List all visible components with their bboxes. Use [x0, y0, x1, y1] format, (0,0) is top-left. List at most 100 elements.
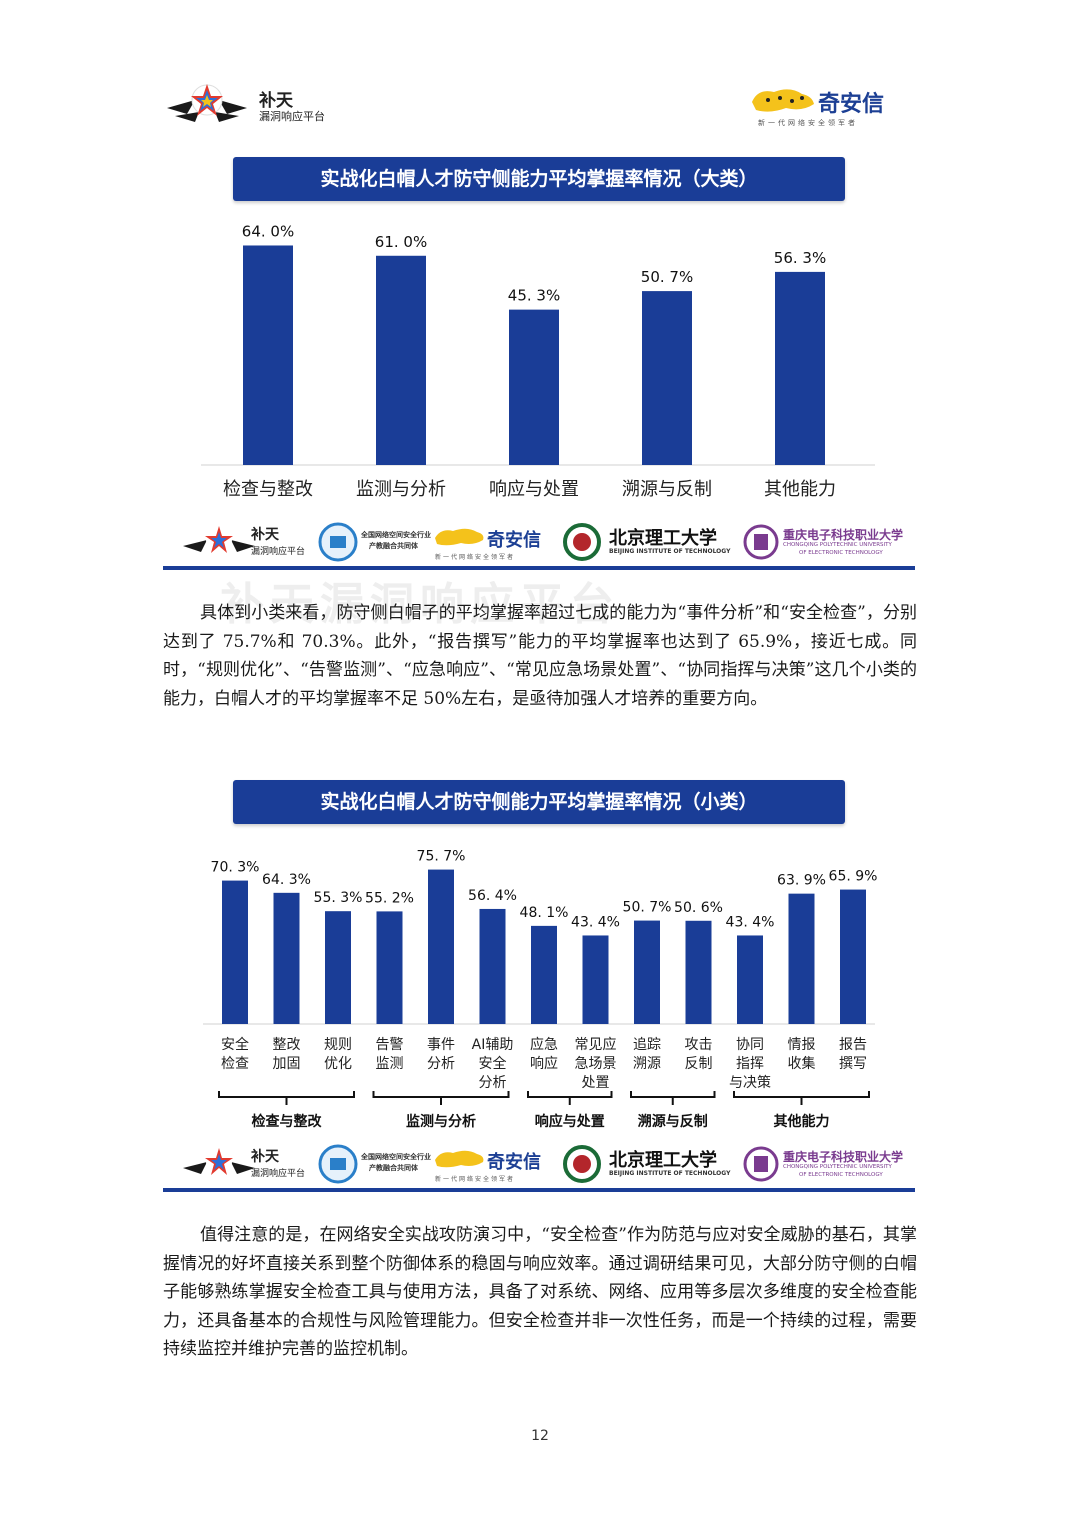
chart2-category-label-1-0: 整改 [273, 1037, 301, 1053]
strip2-underline [163, 1188, 915, 1192]
chart2-group-label-1: 监测与分析 [406, 1113, 476, 1130]
chart2-category-label-8-0: 追踪 [633, 1037, 661, 1053]
chart2-category-label-7-2: 处置 [582, 1075, 610, 1091]
chart2-value-label-10: 43. 4% [726, 914, 775, 930]
chart2-value-label-9: 50. 6% [674, 900, 723, 916]
chart2-value-label-6: 48. 1% [520, 905, 569, 921]
chart2-category-label-0-0: 安全 [221, 1036, 249, 1053]
chart2-group-label-2: 响应与处置 [535, 1113, 605, 1130]
butian-logo: 补天 漏洞响应平台 [165, 78, 365, 130]
chart2-category-label-1-1: 加固 [273, 1056, 301, 1072]
chart2-value-label-12: 65. 9% [829, 869, 878, 885]
chart2-bar-4 [428, 869, 454, 1024]
chart2-group-bracket-3 [630, 1091, 716, 1105]
chart2-title: 实战化白帽人才防守侧能力平均掌握率情况（小类） [233, 780, 845, 824]
chart2-category-label-3-1: 监测 [376, 1056, 404, 1072]
strip2-qax-mascot-icon [435, 1150, 484, 1168]
strip2-bit-en: BEIJING INSTITUTE OF TECHNOLOGY [609, 1170, 731, 1177]
chart2-category-label-5-0: AI辅助 [472, 1037, 514, 1053]
strip1-alliance-line1: 全国网络空间安全行业 [361, 531, 431, 539]
alliance-emblem-icon [318, 522, 358, 562]
chart2-category-label-9-0: 攻击 [685, 1037, 713, 1053]
chart2-bar-3 [376, 911, 403, 1024]
chart1-bar-1 [376, 255, 426, 465]
chart2-value-label-5: 56. 4% [468, 888, 517, 904]
chart2-category-label-5-2: 分析 [479, 1075, 507, 1091]
paragraph-1: 具体到小类来看，防守侧白帽子的平均掌握率超过七成的能力为“事件分析”和“安全检查… [163, 599, 917, 713]
chart2-value-label-0: 70. 3% [211, 860, 260, 876]
butian-small-emblem-icon-2 [183, 1148, 255, 1175]
cqcet-emblem-icon-2 [743, 1146, 779, 1182]
partner-logos-strip-2: 补天 漏洞响应平台 全国网络空间安全行业 产教融合共同体 奇安信 新一代网络安全… [163, 1140, 915, 1188]
strip2-alliance-line2: 产教融合共同体 [369, 1164, 418, 1172]
strip2-qax-slogan: 新一代网络安全领军者 [435, 1176, 516, 1183]
chart2-category-label-0-1: 检查 [221, 1056, 249, 1072]
chart2-category-label-10-1: 指挥 [736, 1056, 764, 1072]
chart1-bar-3 [642, 291, 692, 465]
paragraph-2: 值得注意的是，在网络安全实战攻防演习中，“安全检查”作为防范与应对安全威胁的基石… [163, 1221, 917, 1364]
chart1-bar-0 [243, 245, 293, 465]
chart2-category-label-12-0: 报告 [839, 1037, 867, 1053]
strip1-bit-name: 北京理工大学 [609, 528, 717, 549]
strip2-butian-title: 补天 [251, 1149, 279, 1165]
bit-emblem-icon-2 [563, 1145, 601, 1183]
strip1-bit-en: BEIJING INSTITUTE OF TECHNOLOGY [609, 548, 731, 555]
chart2-group-bracket-2 [527, 1091, 613, 1105]
strip1-butian-title: 补天 [251, 527, 279, 543]
strip1-alliance-line2: 产教融合共同体 [369, 542, 418, 550]
strip1-cqcet-name: 重庆电子科技职业大学 [783, 528, 904, 542]
chart2-group-label-3: 溯源与反制 [638, 1113, 708, 1130]
chart2-category-label-10-0: 协同 [736, 1037, 764, 1053]
chart2-bar-1 [273, 892, 300, 1024]
chart2-category-label-12-1: 撰写 [839, 1056, 867, 1072]
paragraph-1-text: 具体到小类来看，防守侧白帽子的平均掌握率超过七成的能力为“事件分析”和“安全检查… [163, 603, 917, 709]
chart2-category-label-4-0: 事件 [427, 1037, 455, 1053]
chart1-bar-2 [509, 309, 559, 465]
strip2-cqcet-en2: OF ELECTRONIC TECHNOLOGY [799, 1172, 883, 1178]
chart2-value-label-11: 63. 9% [777, 873, 826, 889]
strip1-qax-name: 奇安信 [487, 530, 541, 551]
chart2-bar-9 [685, 920, 712, 1024]
strip1-qax-mascot-icon [435, 528, 484, 546]
chart1-category-label-4: 其他能力 [764, 479, 836, 500]
chart2-category-label-4-1: 分析 [427, 1056, 455, 1072]
chart1-category-label-3: 溯源与反制 [622, 479, 712, 500]
chart2-bar-2 [325, 911, 351, 1024]
chart2-value-label-2: 55. 3% [314, 890, 363, 906]
partner-logos-strip-1: 补天 漏洞响应平台 全国网络空间安全行业 产教融合共同体 奇安信 新一代网络安全… [163, 518, 915, 566]
chart1-category-label-0: 检查与整改 [223, 479, 313, 500]
alliance-emblem-icon-2 [318, 1144, 358, 1184]
chart2-group-bracket-0 [218, 1091, 355, 1105]
chart2-value-label-3: 55. 2% [365, 890, 414, 906]
chart1-plot: 64. 0% 检查与整改 61. 0% 监测与分析 45. 3% 响应与处置 50. 7% 溯… [201, 222, 875, 500]
chart2-category-label-3-0: 告警 [376, 1037, 404, 1053]
chart1-value-label-4: 56. 3% [774, 249, 826, 267]
chart2-bar-8 [634, 920, 660, 1024]
chart2-bar-6 [531, 925, 557, 1024]
chart2-category-label-9-1: 反制 [685, 1056, 713, 1072]
chart2-category-label-2-1: 优化 [324, 1056, 352, 1072]
chart2-category-label-5-1: 安全 [479, 1055, 507, 1072]
page-number: 12 [531, 1428, 549, 1444]
strip1-butian-sub: 漏洞响应平台 [251, 547, 306, 557]
qianxin-slogan: 新一代网络安全领军者 [758, 119, 858, 127]
chart2-category-label-8-1: 溯源 [633, 1056, 661, 1072]
chart2-category-label-7-1: 急场景 [575, 1056, 617, 1072]
chart2-category-label-2-0: 规则 [324, 1037, 352, 1053]
chart1-title: 实战化白帽人才防守侧能力平均掌握率情况（大类） [233, 157, 845, 201]
chart2-bar-10 [737, 935, 763, 1024]
chart2-value-label-7: 43. 4% [571, 914, 620, 930]
chart2-bar-11 [788, 893, 815, 1024]
chart2-bar-0 [222, 880, 248, 1024]
chart1-value-label-3: 50. 7% [641, 268, 693, 286]
butian-emblem-icon [167, 84, 247, 122]
chart1-category-label-2: 响应与处置 [489, 479, 579, 500]
chart1-category-label-1: 监测与分析 [356, 479, 446, 500]
strip2-alliance-line1: 全国网络空间安全行业 [361, 1153, 431, 1161]
chart2-category-label-7-0: 常见应 [575, 1036, 617, 1053]
strip2-butian-sub: 漏洞响应平台 [251, 1169, 306, 1179]
chart2-category-label-6-1: 响应 [530, 1055, 558, 1072]
strip2-bit-name: 北京理工大学 [609, 1150, 717, 1171]
qianxin-logo: 奇安信 新一代网络安全领军者 [750, 84, 925, 132]
chart2-category-label-11-1: 收集 [788, 1055, 816, 1072]
